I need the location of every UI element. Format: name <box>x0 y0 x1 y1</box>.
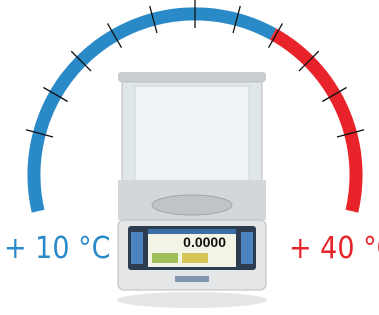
balance: 0.0000 <box>117 72 267 308</box>
scene: 0.0000 + 10 °C + 40 °C <box>0 0 379 315</box>
pan <box>152 195 232 215</box>
screen-field <box>152 253 178 263</box>
reading: 0.0000 <box>183 234 226 250</box>
max-temperature: + 40 °C <box>289 231 379 266</box>
shadow <box>117 292 267 308</box>
side-keys <box>131 232 143 264</box>
brand-plate <box>175 276 209 282</box>
warm-arc <box>273 34 356 211</box>
screen-field <box>182 253 208 263</box>
side-keys <box>241 232 253 264</box>
min-temperature: + 10 °C <box>4 231 110 266</box>
top-frame <box>118 72 266 82</box>
glass-door <box>135 86 249 190</box>
